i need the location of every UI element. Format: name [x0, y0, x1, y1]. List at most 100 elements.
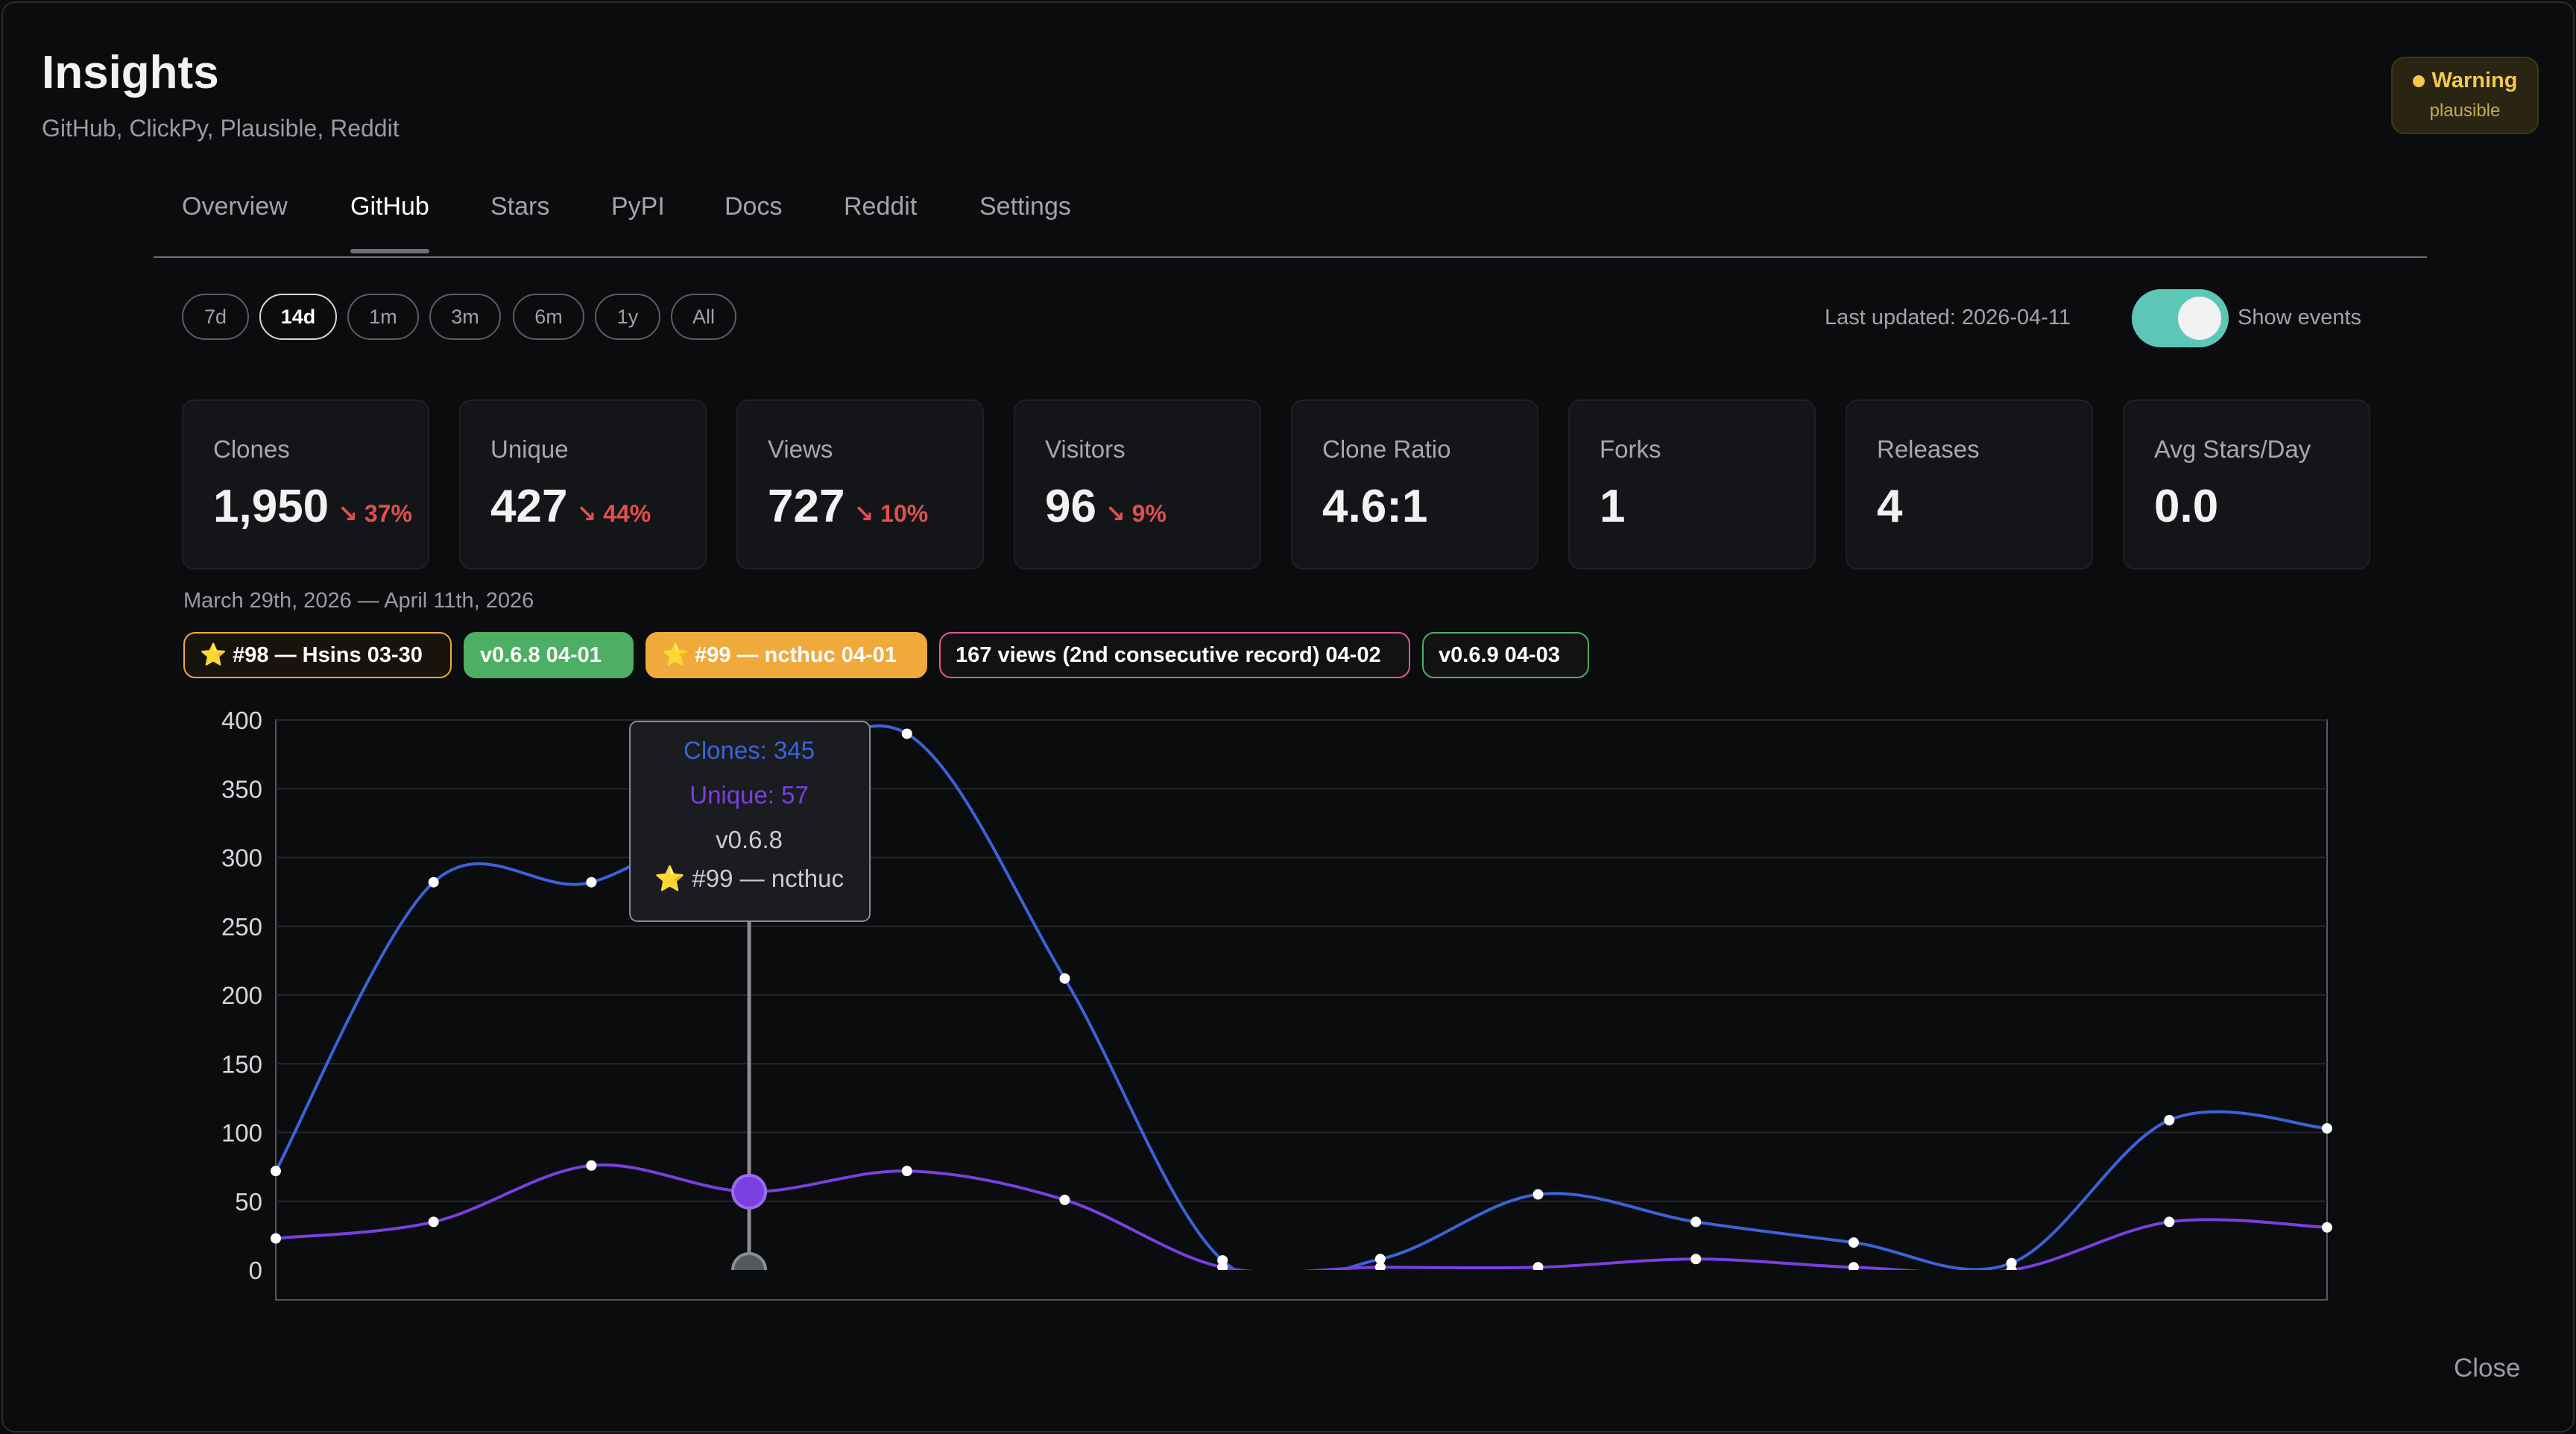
stat-label: Releases: [1877, 435, 1980, 463]
data-point-clones[interactable]: [901, 728, 912, 739]
data-point-clones[interactable]: [1848, 1237, 1859, 1248]
tooltip-star: ⭐ #99 — ncthuc: [654, 865, 844, 892]
stat-value: 0.0: [2154, 481, 2219, 532]
warning-dot-icon: [2412, 75, 2425, 88]
stat-label: Clones: [213, 435, 290, 463]
data-point-unique[interactable]: [1690, 1254, 1702, 1265]
data-point-clones[interactable]: [271, 1166, 281, 1177]
data-point-clones[interactable]: [2164, 1114, 2175, 1125]
last-updated: Last updated: 2026-04-11: [1825, 306, 2071, 329]
tab-bar: Overview GitHub Stars PyPI Docs Reddit S…: [154, 192, 2427, 258]
stat-value: 1: [1600, 481, 1626, 532]
range-1y-button[interactable]: 1y: [595, 294, 660, 340]
data-point-clones[interactable]: [1374, 1254, 1386, 1265]
range-7d-button[interactable]: 7d: [182, 294, 249, 340]
plot-frame: [275, 719, 2328, 1301]
stat-delta: ↘ 44%: [576, 500, 651, 527]
y-tick-label: 50: [235, 1188, 262, 1216]
stat-card-releases: Releases 4: [1846, 399, 2093, 569]
stat-value: 727: [768, 481, 845, 532]
data-point-unique[interactable]: [2322, 1222, 2332, 1233]
y-tick-label: 300: [221, 844, 262, 872]
tab-pypi[interactable]: PyPI: [611, 192, 665, 221]
hover-point-unique[interactable]: [731, 1173, 768, 1210]
stat-value: 96: [1045, 481, 1096, 532]
close-button[interactable]: Close: [2454, 1354, 2521, 1383]
data-point-unique[interactable]: [1059, 1194, 1070, 1205]
y-tick-label: 0: [249, 1257, 262, 1284]
event-chip-views-record[interactable]: 167 views (2nd consecutive record) 04-02: [939, 632, 1410, 678]
data-point-clones[interactable]: [586, 876, 597, 888]
stat-label: Views: [768, 435, 833, 463]
page-subtitle: GitHub, ClickPy, Plausible, Reddit: [42, 115, 400, 142]
stat-card-clone-ratio: Clone Ratio 4.6:1: [1291, 399, 1538, 569]
series-line-unique: [275, 1163, 2328, 1270]
event-chip-star-99[interactable]: ⭐ #99 — ncthuc 04-01: [645, 632, 927, 678]
show-events-label: Show events: [2238, 306, 2362, 329]
clones-line-chart[interactable]: 0 50 100 150 200 250 300 350 400 Clones: 345 Uni…: [3, 3, 2576, 1434]
stat-card-visitors: Visitors 96 ↘ 9%: [1014, 399, 1261, 569]
range-6m-button[interactable]: 6m: [513, 294, 584, 340]
range-all-button[interactable]: All: [671, 294, 736, 340]
event-chip-release-068[interactable]: v0.6.8 04-01: [464, 632, 634, 678]
data-point-unique[interactable]: [1848, 1262, 1859, 1272]
chart-tooltip: Clones: 345 Unique: 57 v0.6.8 ⭐ #99 — nc…: [629, 721, 871, 922]
y-tick-label: 400: [221, 707, 262, 734]
stat-value: 427: [490, 481, 568, 532]
stat-label: Clone Ratio: [1322, 435, 1451, 463]
stat-value: 4.6:1: [1322, 481, 1428, 532]
stat-label: Unique: [490, 435, 569, 463]
toggle-knob: [2178, 297, 2221, 340]
stat-value: 1,950: [213, 481, 329, 532]
data-point-clones[interactable]: [1059, 973, 1070, 984]
show-events-toggle[interactable]: [2132, 289, 2229, 347]
event-chip-star-98[interactable]: ⭐ #98 — Hsins 03-30: [183, 632, 452, 678]
data-point-unique[interactable]: [2006, 1265, 2017, 1275]
series-line-clones: [274, 724, 2328, 1270]
data-point-clones[interactable]: [428, 876, 439, 888]
stat-label: Forks: [1600, 435, 1661, 463]
tab-overview[interactable]: Overview: [182, 192, 288, 221]
stat-label: Visitors: [1045, 435, 1126, 463]
data-point-unique[interactable]: [428, 1216, 439, 1228]
status-badge[interactable]: Warning plausible: [2391, 57, 2539, 134]
data-point-clones[interactable]: [1690, 1216, 1702, 1228]
data-point-unique[interactable]: [1374, 1262, 1386, 1272]
data-point-unique[interactable]: [586, 1160, 597, 1171]
data-point-clones[interactable]: [2322, 1122, 2332, 1134]
tab-docs[interactable]: Docs: [724, 192, 783, 221]
event-chip-release-069[interactable]: v0.6.9 04-03: [1422, 632, 1589, 678]
stat-value: 4: [1877, 481, 1903, 532]
stat-delta: ↘ 9%: [1105, 500, 1167, 527]
y-tick-label: 350: [221, 775, 262, 803]
tooltip-unique: Unique: 57: [689, 781, 809, 809]
tab-stars[interactable]: Stars: [490, 192, 550, 221]
range-14d-button[interactable]: 14d: [259, 294, 337, 340]
stat-card-views: Views 727 ↘ 10%: [736, 399, 984, 569]
data-point-unique[interactable]: [2164, 1216, 2175, 1228]
y-tick-label: 200: [221, 982, 262, 1009]
tab-settings[interactable]: Settings: [979, 192, 1071, 221]
stat-card-unique: Unique 427 ↘ 44%: [459, 399, 707, 569]
page-title: Insights: [42, 47, 219, 98]
range-1m-button[interactable]: 1m: [347, 294, 419, 340]
date-range: March 29th, 2026 — April 11th, 2026: [183, 589, 534, 613]
data-point-unique[interactable]: [1532, 1262, 1544, 1272]
range-3m-button[interactable]: 3m: [429, 294, 501, 340]
stat-card-forks: Forks 1: [1568, 399, 1816, 569]
y-tick-label: 100: [221, 1119, 262, 1147]
hover-point-baseline: [731, 1252, 768, 1270]
tab-reddit[interactable]: Reddit: [844, 192, 918, 221]
tab-github[interactable]: GitHub: [350, 192, 429, 253]
stat-label: Avg Stars/Day: [2154, 435, 2311, 463]
stat-card-clones: Clones 1,950 ↘ 37%: [182, 399, 429, 569]
stat-delta: ↘ 10%: [853, 500, 929, 527]
data-point-unique[interactable]: [271, 1233, 281, 1244]
status-source: plausible: [2429, 101, 2501, 121]
y-tick-label: 150: [221, 1050, 262, 1078]
data-point-unique[interactable]: [1217, 1262, 1228, 1272]
data-point-unique[interactable]: [901, 1166, 912, 1177]
data-point-clones[interactable]: [1532, 1189, 1544, 1200]
status-label: Warning: [2431, 69, 2518, 92]
